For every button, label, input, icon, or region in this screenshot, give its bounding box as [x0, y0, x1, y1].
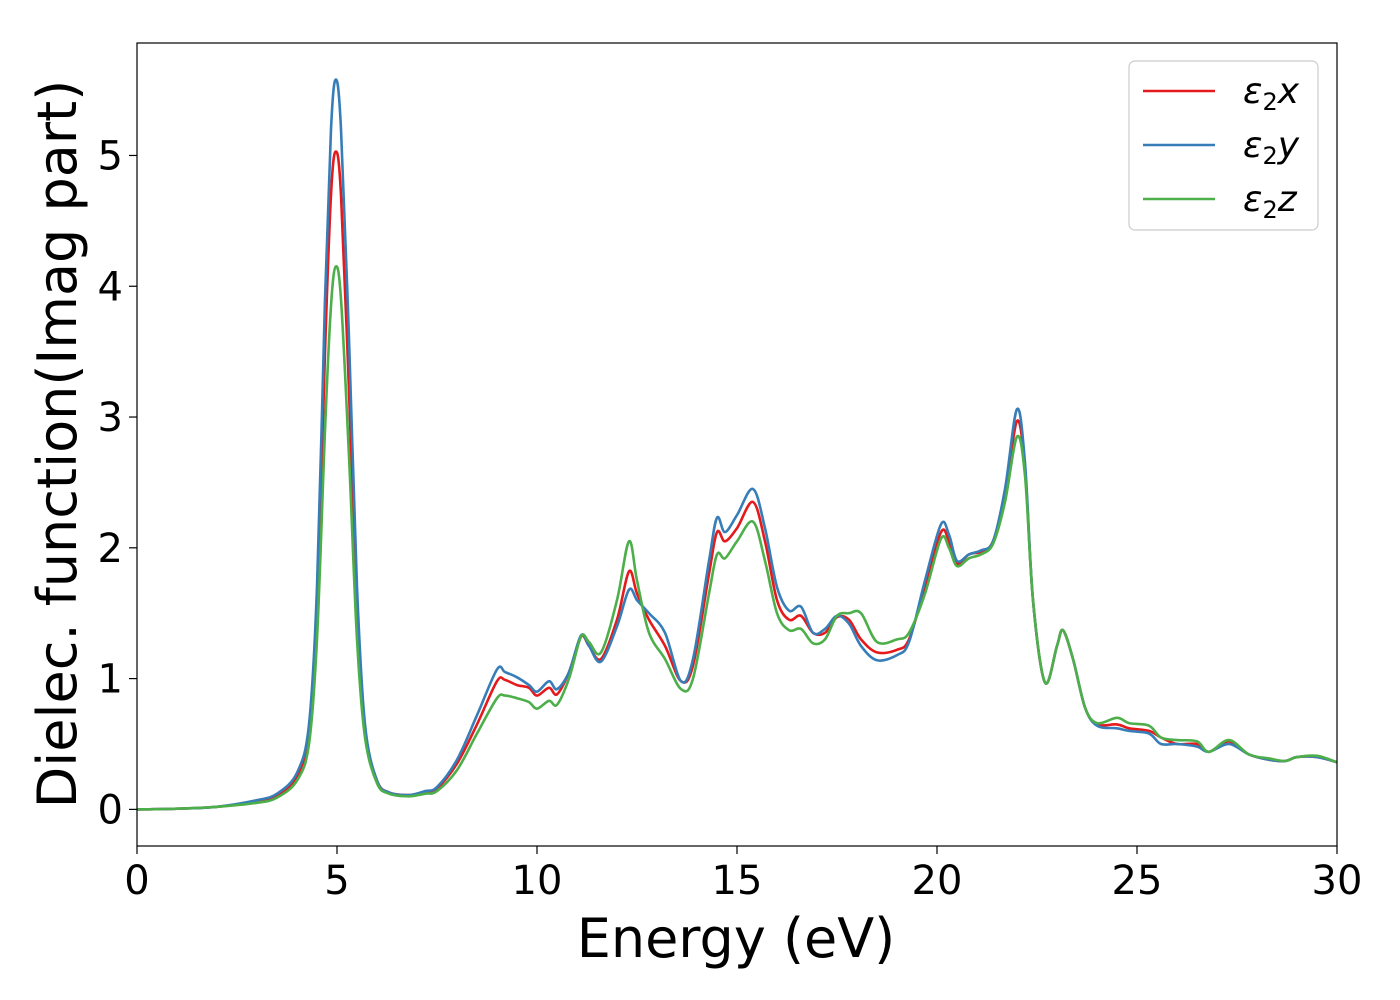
ticks-layer: 0 5 10 15 20 25 30 0 1 2 3 4 5 — [98, 133, 1363, 904]
y-tick-label: 4 — [98, 264, 123, 310]
legend-box — [1128, 60, 1319, 231]
y-axis-title: Dielec. function(Imag part) — [26, 80, 89, 809]
legend-label-y: ε2y — [1243, 125, 1300, 170]
legend-label-x: ε2x — [1243, 71, 1300, 116]
series-layer — [137, 78, 1337, 811]
series-line-z — [137, 265, 1337, 811]
y-tick-label: 1 — [98, 657, 123, 703]
legend: ε2x ε2y ε2z — [1128, 60, 1319, 231]
x-tick-label: 25 — [1112, 858, 1163, 904]
x-tick-label: 10 — [512, 858, 563, 904]
series-line-x — [137, 150, 1337, 811]
x-tick-label: 15 — [712, 858, 763, 904]
y-tick-label: 3 — [98, 395, 123, 441]
x-tick-label: 5 — [324, 858, 349, 904]
x-axis-title: Energy (eV) — [577, 907, 896, 970]
x-tick-label: 0 — [124, 858, 149, 904]
x-tick-label: 30 — [1312, 858, 1363, 904]
x-tick-label: 20 — [912, 858, 963, 904]
y-tick-label: 5 — [98, 133, 123, 179]
legend-label-z: ε2z — [1243, 179, 1298, 224]
y-tick-label: 0 — [98, 787, 123, 833]
y-tick-label: 2 — [98, 526, 123, 572]
